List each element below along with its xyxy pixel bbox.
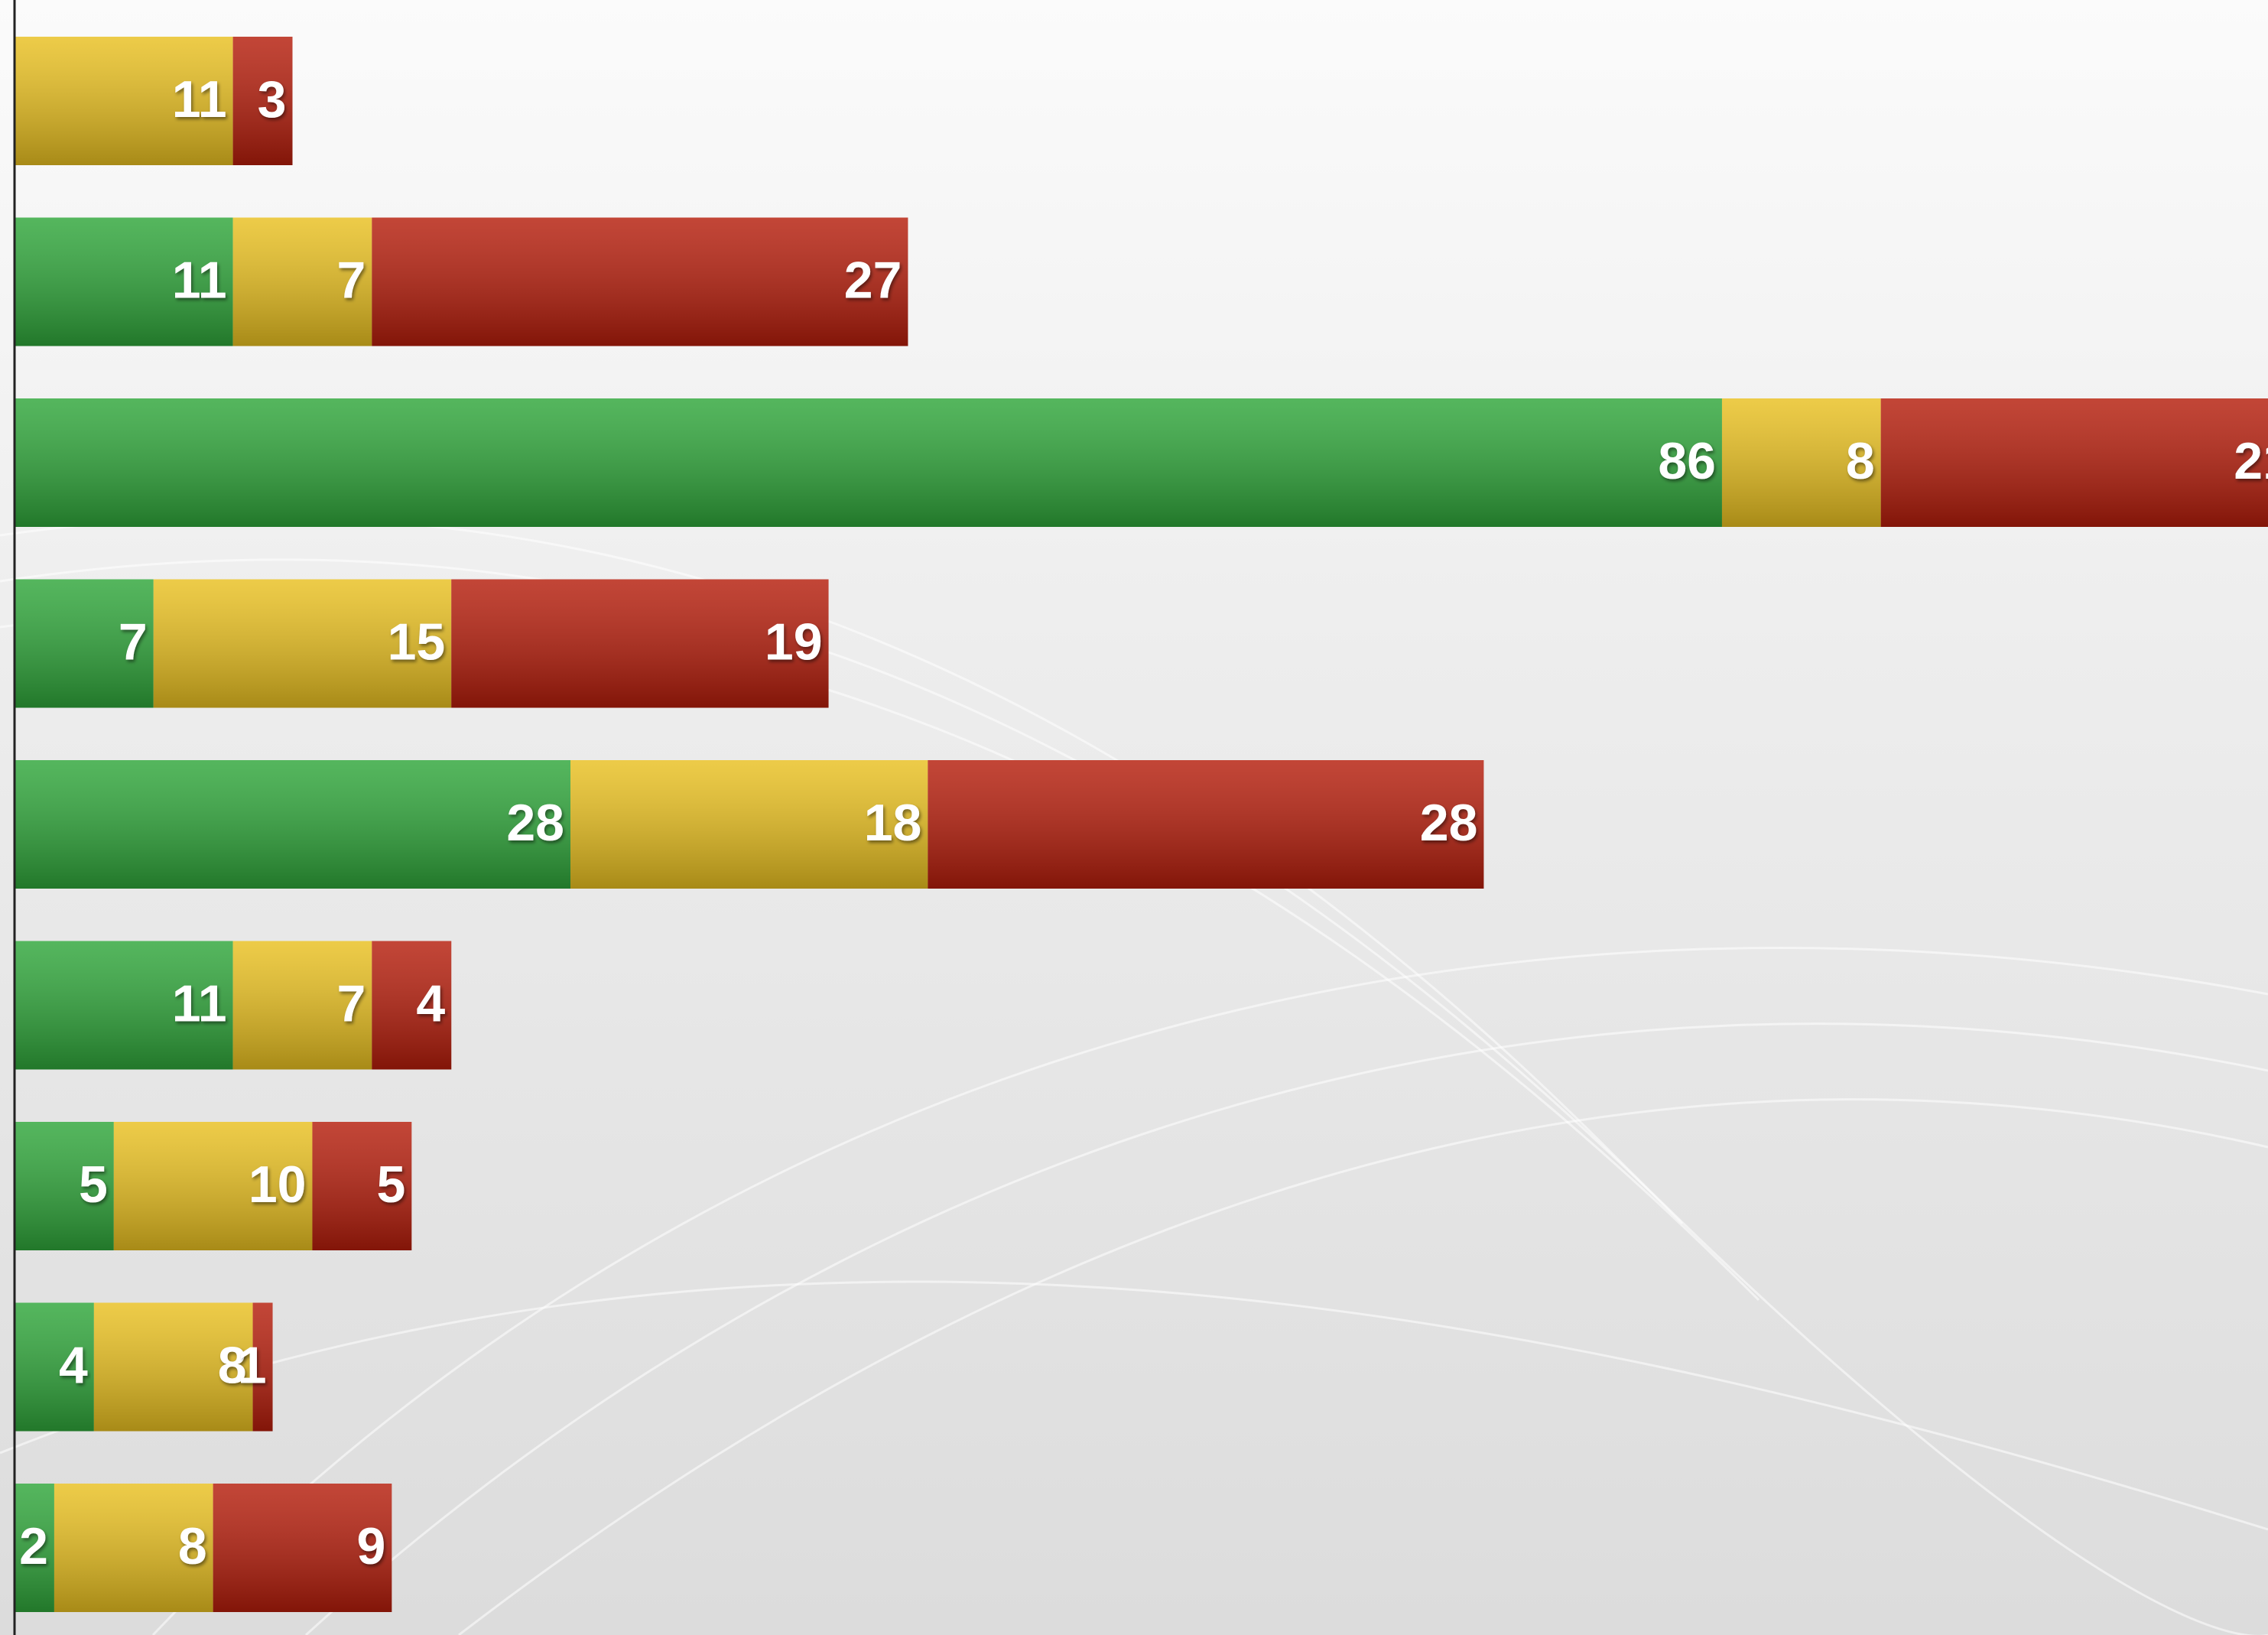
data-label: 8 bbox=[1846, 432, 1875, 490]
bar-shade bbox=[15, 217, 233, 346]
data-label: 5 bbox=[376, 1156, 405, 1214]
data-label: 18 bbox=[864, 794, 922, 852]
bar-shade bbox=[252, 1302, 273, 1432]
bar-shade bbox=[312, 1122, 412, 1250]
bar-shade bbox=[15, 1122, 114, 1250]
bar-shade bbox=[213, 1484, 392, 1612]
data-label: 2 bbox=[19, 1517, 48, 1575]
bar-shade bbox=[232, 941, 372, 1070]
bar-shade bbox=[1721, 398, 1881, 527]
bar-shade bbox=[15, 37, 233, 165]
data-label: 11 bbox=[172, 974, 227, 1032]
data-label: 9 bbox=[357, 1517, 386, 1575]
data-label: 7 bbox=[337, 974, 366, 1032]
data-label: 19 bbox=[765, 613, 823, 671]
data-label: 11 bbox=[172, 70, 227, 128]
bar-shade bbox=[153, 579, 452, 708]
bar-shade bbox=[570, 760, 928, 889]
bar-shade bbox=[15, 941, 233, 1070]
data-label: 8 bbox=[178, 1517, 207, 1575]
data-label: 27 bbox=[844, 251, 902, 309]
bar-shade bbox=[372, 941, 452, 1070]
bar-shade bbox=[232, 217, 372, 346]
plot-area: 11311727868217151928182811745105481289 bbox=[15, 37, 2268, 1612]
data-label: 7 bbox=[337, 251, 366, 309]
data-label: 28 bbox=[506, 794, 564, 852]
bar-shade bbox=[93, 1302, 253, 1432]
bar-shade bbox=[15, 760, 571, 889]
bar-shade bbox=[451, 579, 829, 708]
data-label: 3 bbox=[258, 70, 287, 128]
data-label: 7 bbox=[119, 613, 148, 671]
data-label: 15 bbox=[388, 613, 446, 671]
data-label: 21 bbox=[2234, 432, 2268, 490]
bar-shade bbox=[113, 1122, 313, 1250]
data-label: 4 bbox=[416, 974, 445, 1032]
bar-shade bbox=[372, 217, 908, 346]
bar-shade bbox=[54, 1484, 213, 1612]
bar-shade bbox=[15, 398, 1722, 527]
data-label: 5 bbox=[79, 1156, 108, 1214]
data-label: 1 bbox=[238, 1336, 267, 1394]
bar-shade bbox=[15, 579, 154, 708]
data-label: 10 bbox=[249, 1156, 307, 1214]
bar-shade bbox=[928, 760, 1484, 889]
data-label: 86 bbox=[1658, 432, 1716, 490]
bar-shade bbox=[15, 1302, 94, 1432]
bar-shade bbox=[232, 37, 293, 165]
data-label: 8 bbox=[218, 1336, 247, 1394]
bar-shade bbox=[1880, 398, 2268, 527]
data-label: 28 bbox=[1420, 794, 1478, 852]
data-label: 4 bbox=[59, 1336, 88, 1394]
data-label: 11 bbox=[172, 251, 227, 309]
bar-shade bbox=[15, 1484, 54, 1612]
